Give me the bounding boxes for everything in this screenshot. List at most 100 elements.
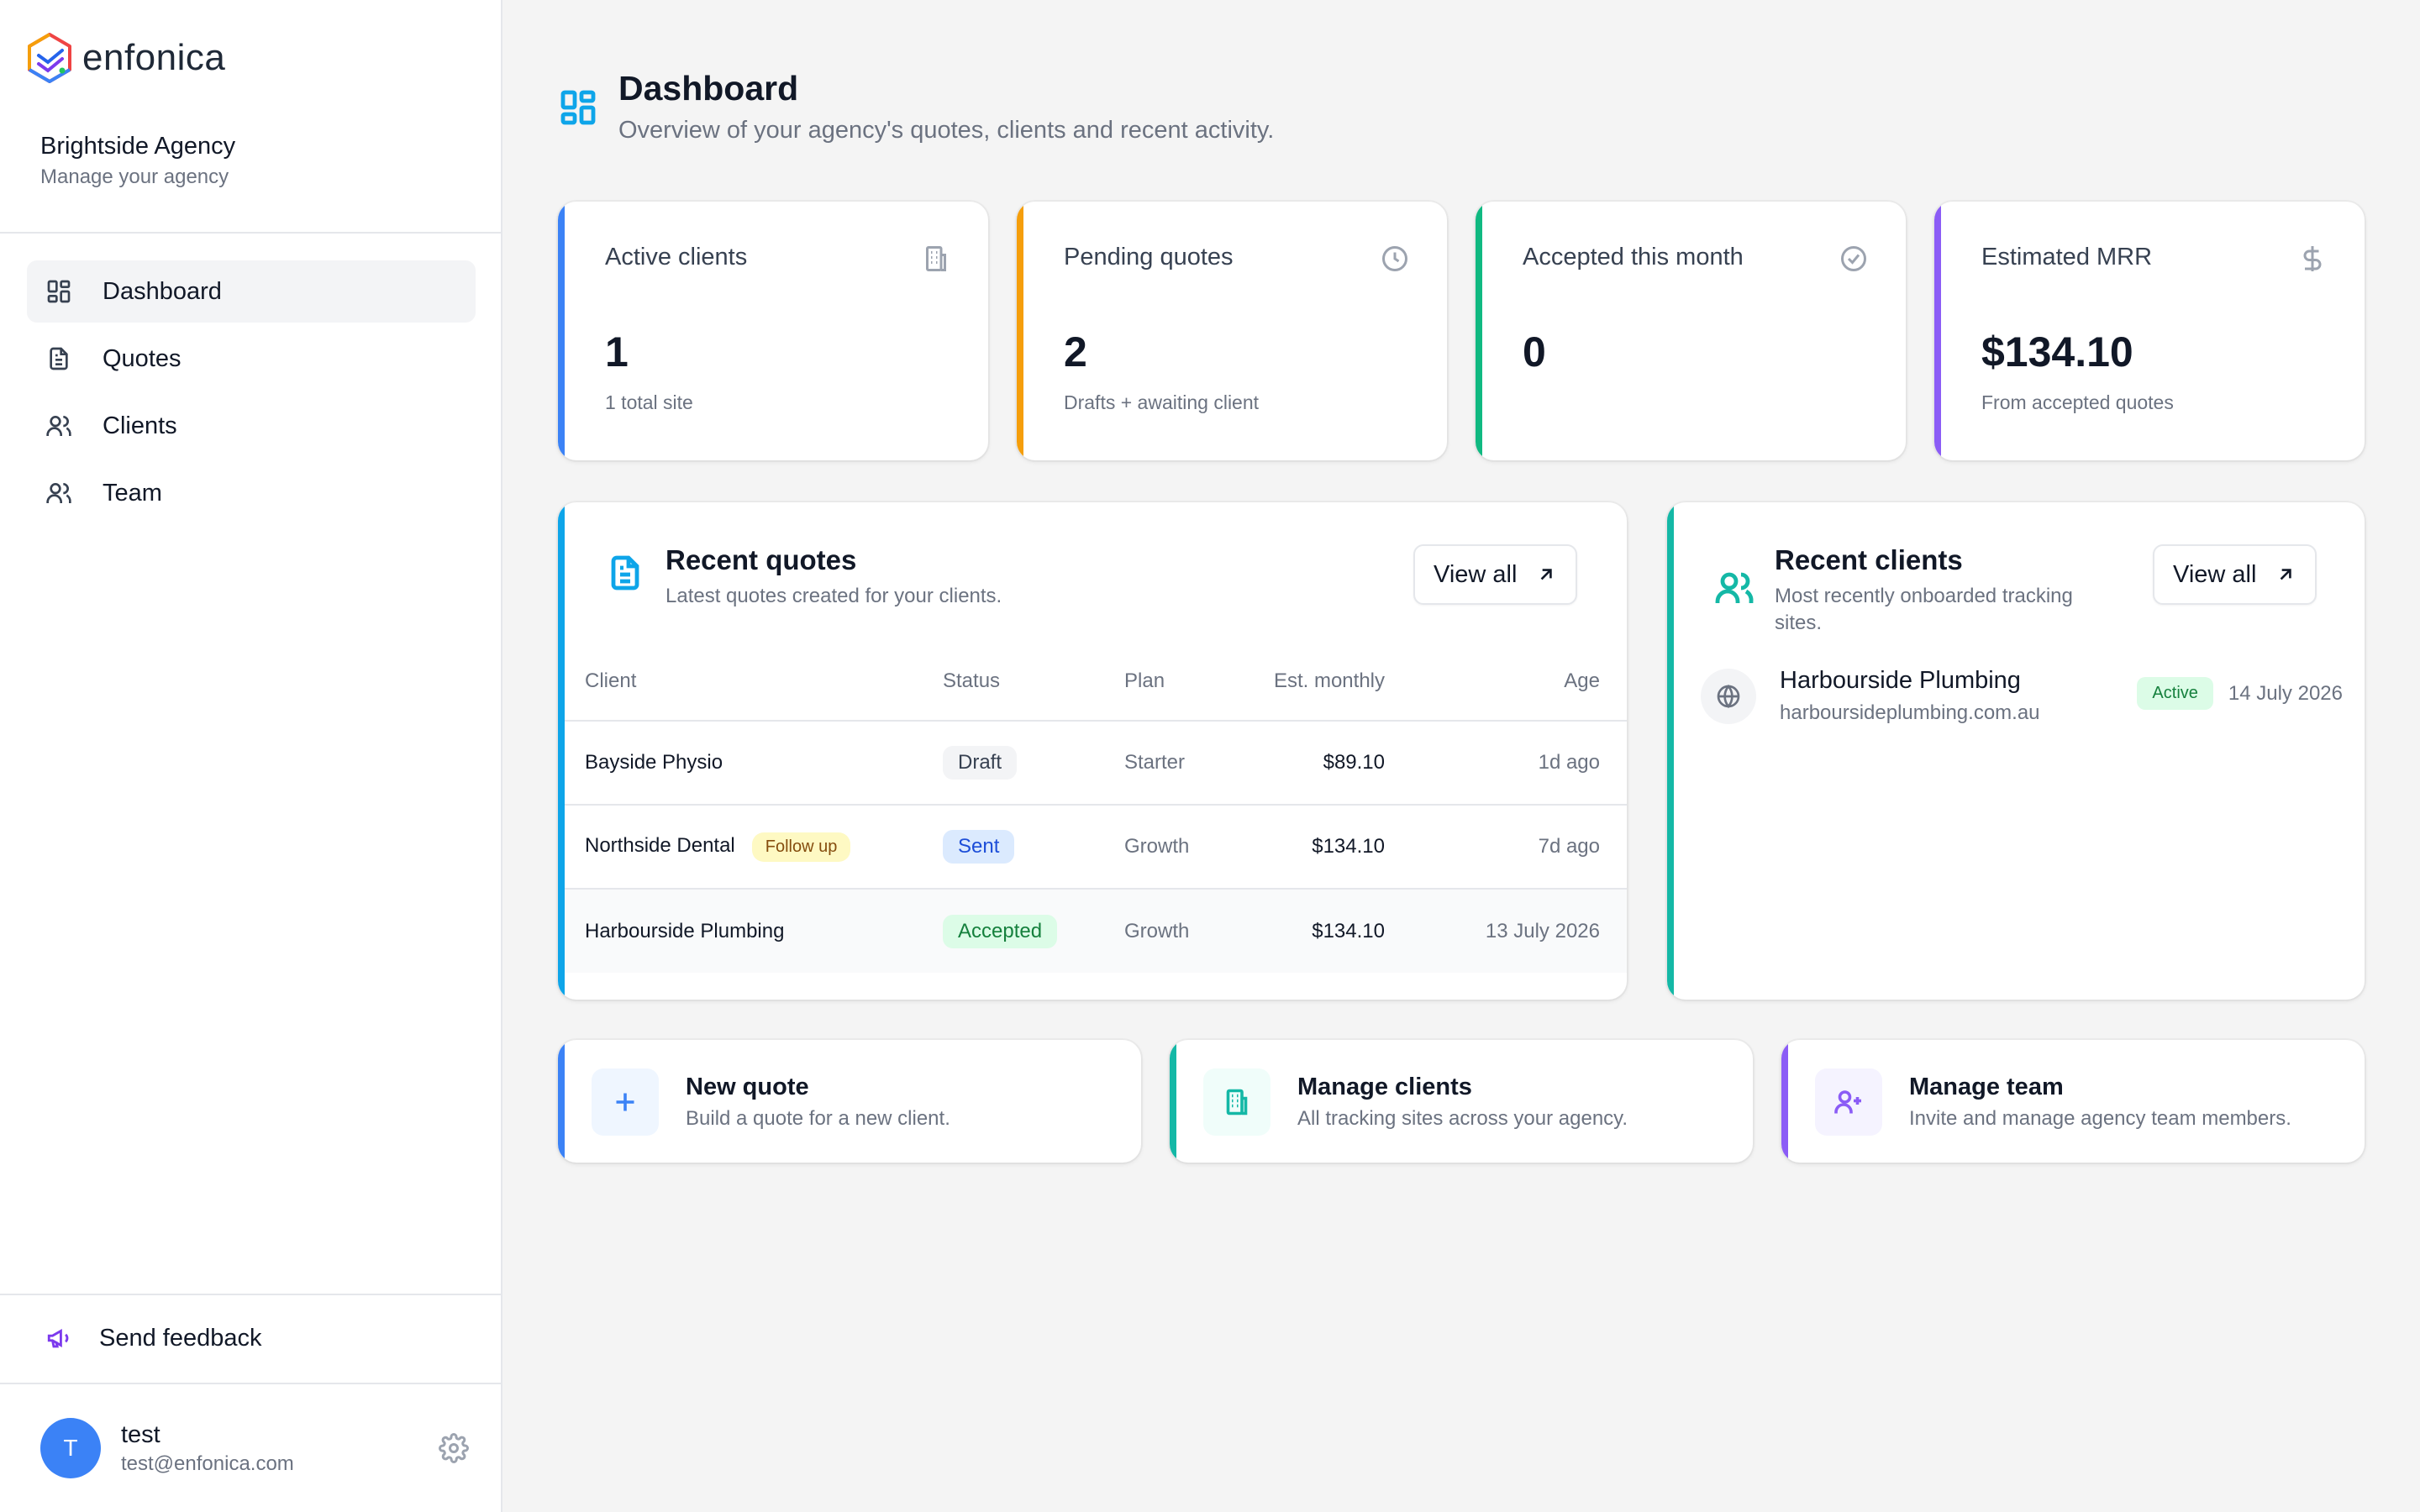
brand-logo[interactable]: enfonica bbox=[25, 32, 225, 84]
action-title: Manage team bbox=[1909, 1074, 2064, 1100]
table-row[interactable]: Bayside Physio Draft Starter $89.10 1d a… bbox=[565, 721, 1627, 806]
column-header-age[interactable]: Age bbox=[1385, 637, 1627, 722]
table-header-row: Client Status Plan Est. monthly Age bbox=[565, 637, 1627, 722]
grid-icon bbox=[47, 280, 71, 303]
recent-quotes-panel: Recent quotes Latest quotes created for … bbox=[558, 502, 1627, 1000]
sidebar-item-label: Dashboard bbox=[103, 277, 222, 305]
recent-clients-panel: Recent clients Most recently onboarded t… bbox=[1667, 502, 2365, 1000]
view-all-label: View all bbox=[2173, 560, 2257, 588]
sidebar-item-team[interactable]: Team bbox=[27, 462, 476, 524]
client-name[interactable]: Northside Dental bbox=[585, 833, 735, 857]
document-icon bbox=[611, 555, 639, 591]
client-name[interactable]: Harbourside Plumbing bbox=[585, 919, 785, 942]
users-icon bbox=[46, 483, 71, 503]
client-date: 14 July 2026 bbox=[2228, 681, 2343, 705]
stat-value: 1 bbox=[605, 328, 629, 375]
stat-label: Active clients bbox=[605, 244, 748, 270]
view-all-quotes-button[interactable]: View all bbox=[1413, 544, 1578, 605]
page-subtitle: Overview of your agency's quotes, client… bbox=[618, 117, 1275, 144]
status-badge: Active bbox=[2137, 677, 2213, 710]
follow-up-badge: Follow up bbox=[751, 832, 851, 862]
sidebar-nav: Dashboard Quotes Clients Team bbox=[27, 260, 476, 529]
building-icon bbox=[926, 246, 946, 271]
clock-icon bbox=[1382, 246, 1407, 271]
action-title: New quote bbox=[686, 1074, 809, 1100]
stat-card-pending-quotes: Pending quotes 2 Drafts + awaiting clien… bbox=[1017, 202, 1447, 460]
users-icon bbox=[1715, 572, 1754, 603]
dollar-icon bbox=[2303, 246, 2322, 271]
manage-clients-action[interactable]: Manage clients All tracking sites across… bbox=[1170, 1040, 1753, 1163]
stat-subtitle: From accepted quotes bbox=[1981, 391, 2174, 413]
globe-icon bbox=[1717, 684, 1740, 708]
stat-value: $134.10 bbox=[1981, 328, 2133, 375]
plan-cell: Growth bbox=[1124, 889, 1272, 973]
user-info: test test@enfonica.com bbox=[121, 1421, 294, 1476]
view-all-clients-button[interactable]: View all bbox=[2153, 544, 2317, 605]
panel-title: Recent clients bbox=[1775, 544, 1963, 575]
stat-value: 2 bbox=[1064, 328, 1087, 375]
column-header-est-monthly[interactable]: Est. monthly bbox=[1272, 637, 1385, 722]
stat-card-active-clients: Active clients 1 1 total site bbox=[558, 202, 988, 460]
column-header-status[interactable]: Status bbox=[943, 637, 1124, 722]
stat-label: Pending quotes bbox=[1064, 244, 1234, 270]
stat-card-estimated-mrr: Estimated MRR $134.10 From accepted quot… bbox=[1934, 202, 2365, 460]
megaphone-icon bbox=[47, 1329, 69, 1348]
monthly-cell: $134.10 bbox=[1272, 889, 1385, 973]
panel-subtitle: Most recently onboarded tracking sites. bbox=[1775, 583, 2128, 637]
sidebar-divider bbox=[0, 1383, 502, 1384]
status-badge: Sent bbox=[943, 830, 1015, 864]
panel-subtitle-line: Most recently onboarded tracking bbox=[1775, 585, 2073, 607]
list-item[interactable]: Harbourside Plumbing harboursideplumbing… bbox=[1701, 667, 2343, 725]
action-subtitle: Build a quote for a new client. bbox=[686, 1107, 950, 1130]
action-subtitle: All tracking sites across your agency. bbox=[1297, 1107, 1628, 1130]
sidebar-item-clients[interactable]: Clients bbox=[27, 395, 476, 457]
sidebar-item-quotes[interactable]: Quotes bbox=[27, 328, 476, 390]
age-cell: 13 July 2026 bbox=[1385, 889, 1627, 973]
avatar[interactable]: T bbox=[40, 1418, 101, 1478]
arrow-up-right-icon bbox=[1541, 569, 1553, 580]
org-info: Brightside Agency Manage your agency bbox=[40, 133, 235, 189]
gear-icon bbox=[439, 1433, 469, 1463]
sidebar-item-label: Quotes bbox=[103, 344, 182, 372]
table-row[interactable]: Northside Dental Follow up Sent Growth $1… bbox=[565, 805, 1627, 890]
users-icon bbox=[46, 416, 71, 436]
sidebar-item-dashboard[interactable]: Dashboard bbox=[27, 260, 476, 323]
stat-subtitle: 1 total site bbox=[605, 391, 693, 413]
building-icon bbox=[1226, 1089, 1248, 1116]
view-all-label: View all bbox=[1434, 560, 1518, 588]
user-plus-icon bbox=[1834, 1090, 1861, 1114]
sidebar-item-label: Clients bbox=[103, 412, 177, 439]
client-name[interactable]: Harbourside Plumbing bbox=[1780, 667, 2021, 694]
panel-subtitle: Latest quotes created for your clients. bbox=[666, 585, 1002, 607]
column-header-client[interactable]: Client bbox=[565, 637, 943, 722]
action-subtitle: Invite and manage agency team members. bbox=[1909, 1107, 2291, 1130]
org-name: Brightside Agency bbox=[40, 133, 236, 160]
age-cell: 1d ago bbox=[1385, 721, 1627, 806]
column-header-plan[interactable]: Plan bbox=[1124, 637, 1272, 722]
action-title: Manage clients bbox=[1297, 1074, 1472, 1100]
stat-value: 0 bbox=[1523, 328, 1546, 375]
document-icon bbox=[50, 347, 68, 370]
manage-team-action[interactable]: Manage team Invite and manage agency tea… bbox=[1781, 1040, 2365, 1163]
stat-card-accepted-month: Accepted this month 0 bbox=[1476, 202, 1906, 460]
client-domain: harboursideplumbing.com.au bbox=[1780, 701, 2040, 724]
page-header: Dashboard Overview of your agency's quot… bbox=[558, 69, 1274, 144]
sidebar-divider bbox=[0, 1294, 502, 1295]
sidebar: enfonica Brightside Agency Manage your a… bbox=[0, 0, 502, 1512]
client-name[interactable]: Bayside Physio bbox=[585, 751, 723, 774]
settings-button[interactable] bbox=[439, 1433, 469, 1463]
send-feedback-button[interactable]: Send feedback bbox=[45, 1317, 261, 1359]
status-badge: Accepted bbox=[943, 914, 1058, 948]
user-email: test@enfonica.com bbox=[121, 1452, 294, 1475]
page-title: Dashboard bbox=[618, 69, 799, 108]
status-badge: Draft bbox=[943, 746, 1018, 780]
age-cell: 7d ago bbox=[1385, 805, 1627, 890]
monthly-cell: $89.10 bbox=[1272, 721, 1385, 806]
panel-subtitle-line: sites. bbox=[1775, 612, 1823, 634]
new-quote-action[interactable]: New quote Build a quote for a new client… bbox=[558, 1040, 1141, 1163]
stat-label: Estimated MRR bbox=[1981, 244, 2153, 270]
grid-icon bbox=[560, 90, 596, 125]
quotes-table: Client Status Plan Est. monthly Age Bays… bbox=[565, 637, 1627, 973]
panel-title: Recent quotes bbox=[666, 544, 857, 575]
table-row[interactable]: Harbourside Plumbing Accepted Growth $13… bbox=[565, 889, 1627, 973]
